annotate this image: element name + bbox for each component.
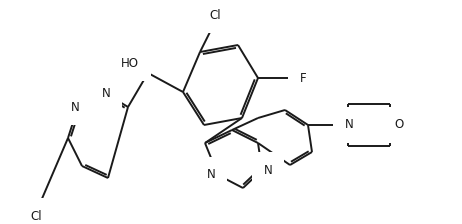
Text: N: N [102, 86, 110, 99]
Text: F: F [300, 71, 306, 84]
Text: N: N [71, 101, 79, 114]
Text: HO: HO [121, 56, 139, 69]
Text: N: N [264, 164, 273, 177]
Text: N: N [207, 168, 215, 181]
Text: Cl: Cl [30, 209, 42, 222]
Text: O: O [395, 118, 404, 131]
Text: N: N [345, 118, 353, 131]
Text: Cl: Cl [209, 9, 221, 22]
